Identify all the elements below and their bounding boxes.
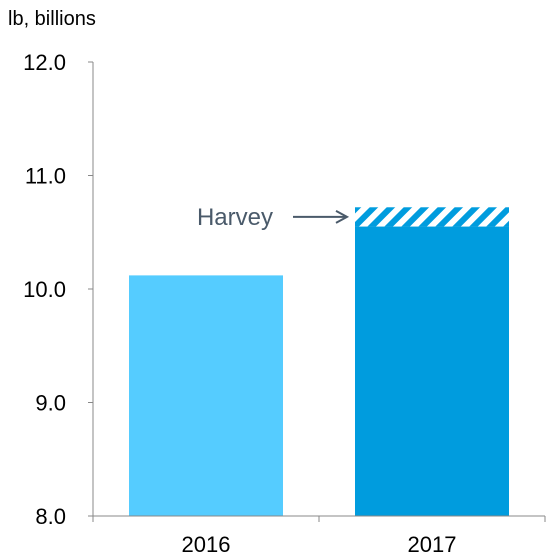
- y-tick-label: 8.0: [35, 504, 66, 529]
- bar-2016: [129, 275, 283, 516]
- x-tick-label-2017: 2017: [408, 532, 457, 556]
- y-tick-label: 10.0: [23, 277, 66, 302]
- y-tick-label: 9.0: [35, 391, 66, 416]
- y-tick-label: 11.0: [25, 164, 66, 189]
- bar-2017: [355, 226, 509, 516]
- x-tick-label-2016: 2016: [182, 532, 231, 556]
- y-axis-unit-label: lb, billions: [8, 8, 96, 30]
- harvey-annotation-label: Harvey: [197, 204, 273, 231]
- bar-2017-harvey-segment: [355, 207, 509, 227]
- y-tick-label: 12.0: [23, 50, 66, 75]
- harvey-arrow-head: [335, 210, 350, 224]
